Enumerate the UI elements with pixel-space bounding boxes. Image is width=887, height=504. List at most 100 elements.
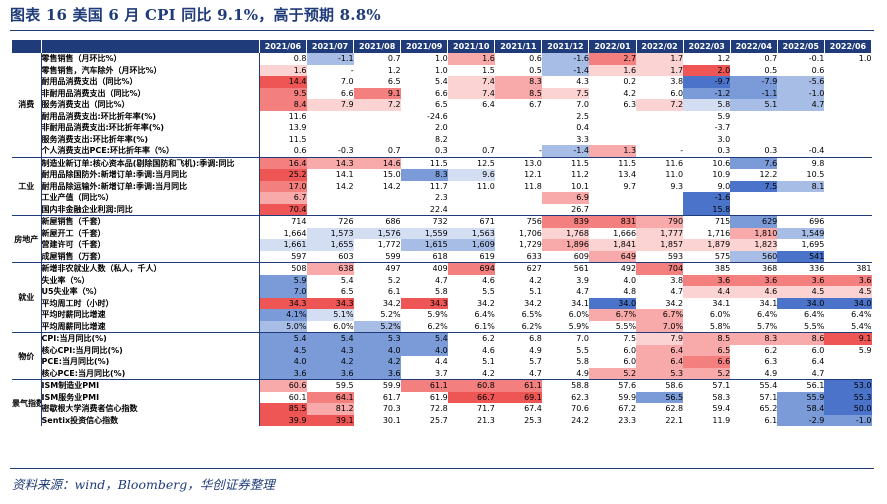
table-cell: 4.7 [777,99,825,111]
row-label: 非耐用品消费支出:环比折年率(%) [41,122,260,134]
table-cell: 6.2 [447,332,495,345]
table-cell: 5.3 [353,332,401,345]
table-cell: 22.4 [429,204,448,214]
table-cell: 58.8 [541,379,589,392]
table-cell: - [539,146,542,156]
table-cell: 4.7 [435,275,448,285]
table-cell: 14.2 [335,181,354,191]
row-label: 平均周工时（小时） [41,297,260,309]
row-label: Sentix投资信心指数 [41,414,260,426]
col-header: 2022/03 [683,40,731,53]
table-cell: 6.4% [804,310,825,320]
table-cell: 5.5% [804,321,825,331]
table-cell: 14.1 [335,170,354,180]
table-cell: 1.2 [683,52,731,65]
table-cell: 11.8 [524,181,542,191]
table-cell: 3.6 [777,274,825,286]
table-cell: 5.9% [427,310,448,320]
table-row: 工业 制造业新订单:核心资本品(剔除国防和飞机):季调:同比 16.4 14.3 14.… [12,156,872,216]
table-cell: 56.5 [636,391,684,403]
table-cell [495,204,542,216]
table-cell: 21.3 [477,415,495,425]
table-cell: -7.9 [730,76,778,88]
table-cell: 4.7 [576,287,589,297]
table-cell: 34.2 [477,298,495,308]
table-cell: 1,729 [518,240,542,250]
table-cell: 633 [526,251,542,261]
table-cell: 39.9 [259,414,307,426]
table-row: 非耐用品消费支出（同比%） 9.5 6.6 9.1 6.6 7.4 8.5 7.5 4.2 6.0… [12,87,872,99]
row-label: CPI:当月同比(%) [41,332,260,345]
table-row: 平均时薪同比增速 4.1% 5.1% 5.2% 5.9% 6.4% 6.5% 6.0% 6.7%… [12,309,872,321]
table-cell: 59.9 [618,392,637,402]
table-cell: 5.8 [683,99,731,111]
table-cell [777,134,824,146]
row-label: 新增非农就业人数（私人，千人） [41,262,260,275]
table-cell [354,204,401,216]
table-cell: 34.3 [400,297,448,309]
table-row: 零售销售，汽车除外（月环比%） 1.6-1.2 1.0 1.5 0.5 -1.4 1.6 1.… [12,64,872,76]
table-cell: 1,576 [353,227,401,239]
source-note: 资料来源：wind，Bloomberg，华创证券整理 [12,477,275,492]
table-row: 房地产 新屋销售（千套） 714 726 686 732 671 756 839 831 790 71… [12,215,872,263]
table-cell: 5.4 [259,332,307,345]
table-cell: 1,549 [777,227,825,239]
table-cell: 6.7% [636,309,684,321]
table-cell [448,192,495,204]
table-cell: 3.6 [259,367,307,380]
table-cell: 26.7 [571,204,589,214]
table-cell [307,111,354,123]
table-cell: 1,655 [306,239,354,251]
table-cell: 0.7 [482,146,495,156]
table-cell: 7.5 [730,180,778,192]
table-cell: 4.3 [306,344,354,356]
table-cell [636,134,683,146]
table-cell: 25.3 [524,415,542,425]
table-cell: 1,664 [283,228,307,238]
table-cell: 3.8 [670,275,684,285]
table-cell: 6.2 [764,345,778,355]
table-cell: 61.1 [400,379,448,392]
table-cell: 638 [306,262,354,275]
table-cell: 7.5 [588,332,637,345]
table-cell: 59.4 [712,404,731,414]
table-cell: 4.4 [435,357,448,367]
table-cell: 14.3 [306,156,354,169]
table-cell: 5.2 [683,367,731,380]
table-cell: 0.3 [435,146,448,156]
table-cell: 4.5 [824,286,872,298]
row-label: 服务消费支出:环比折年率(%) [41,133,260,145]
table-cell [730,122,777,134]
table-row: Sentix投资信心指数 39.9 39.1 30.1 25.7 21.3 25.3 24.2… [12,414,872,426]
table-row: 耐用品消费支出（同比%） 14.4 7.0 6.5 5.4 7.4 8.3 4.3 0.2 3.8… [12,76,872,88]
table-cell: 336 [777,262,825,275]
table-cell: 0.7 [730,52,778,65]
table-cell: 3.7 [435,368,448,378]
table-cell: 1,841 [588,239,637,251]
table-cell: 70.4 [259,203,307,216]
table-cell: 603 [338,251,354,261]
table-cell: 5.2 [588,367,637,380]
col-header: 2022/01 [588,40,637,53]
table-cell: 11.6 [288,111,307,121]
table-cell: 34.3 [306,297,354,309]
table-cell: 66.7 [447,391,495,403]
table-cell: 25.7 [429,415,448,425]
table-cell: 9.8 [777,156,825,169]
title-divider [10,30,874,31]
row-label: U5失业率（%） [41,286,260,298]
table-cell: 62.3 [571,392,589,402]
table-cell: 5.4 [340,275,354,285]
table-cell: 839 [541,215,589,228]
table-cell: 34.1 [759,298,778,308]
table-cell: 4.9 [529,345,542,355]
table-row: 物价 CPI:当月同比(%) 5.4 5.4 5.3 5.4 6.2 6.8 7.0 7.5 7.9… [12,332,872,380]
row-label: 核心CPI:当月同比(%) [41,344,260,356]
table-cell [495,111,542,123]
table-cell: -1.4 [541,145,589,157]
table-cell [636,111,683,123]
table-cell: 1,563 [447,227,495,239]
table-cell: 8.4 [259,99,307,111]
table-cell: 6.8 [494,332,542,345]
table-cell: 6.4 [636,356,684,368]
